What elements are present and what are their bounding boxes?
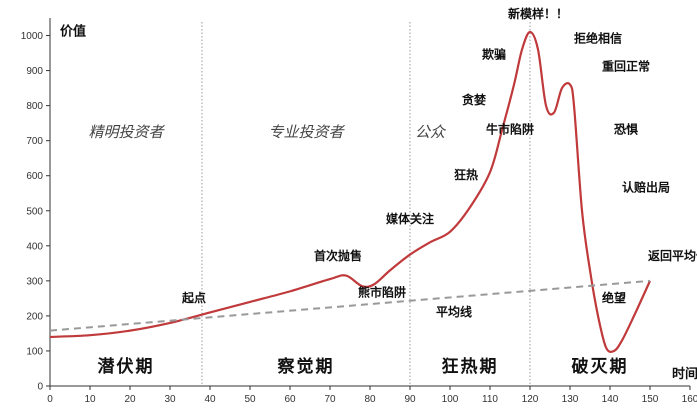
y-tick-label: 1000 xyxy=(21,31,44,42)
phase-dividers xyxy=(201,22,531,386)
x-tick-label: 110 xyxy=(482,394,498,405)
annotation-label: 绝望 xyxy=(602,290,626,305)
annotation-label: 平均线 xyxy=(436,304,472,319)
y-tick-label: 100 xyxy=(26,346,43,357)
y-tick-label: 300 xyxy=(26,276,43,287)
x-axis-title: 时间 xyxy=(672,366,697,382)
y-tick-label: 900 xyxy=(26,66,43,77)
x-tick-label: 90 xyxy=(404,394,416,405)
value-curve xyxy=(49,30,652,353)
x-tick-label: 130 xyxy=(562,394,579,405)
investor-group-label: 公众 xyxy=(415,123,447,141)
annotation-label: 新模样！！ xyxy=(508,6,568,21)
x-tick-label: 50 xyxy=(244,394,256,405)
x-tick-label: 80 xyxy=(364,394,376,405)
y-tick-label: 0 xyxy=(37,382,43,393)
phase-label: 破灭期 xyxy=(572,356,629,377)
x-tick-label: 160 xyxy=(682,394,697,405)
y-tick-label: 600 xyxy=(26,171,43,182)
annotation-label: 熊市陷阱 xyxy=(358,285,406,300)
y-tick-label: 500 xyxy=(26,206,43,217)
x-tick-label: 0 xyxy=(47,394,53,405)
y-tick-label: 400 xyxy=(26,241,43,252)
phase-label: 察觉期 xyxy=(277,356,335,377)
annotation-label: 认赔出局 xyxy=(622,179,670,194)
y-axis-title: 价值 xyxy=(60,24,86,40)
annotation-label: 欺骗 xyxy=(482,46,506,61)
annotation-label: 首次抛售 xyxy=(314,248,362,263)
average-line xyxy=(49,279,651,332)
x-tick-label: 100 xyxy=(442,394,459,405)
x-tick-label: 70 xyxy=(324,394,336,405)
annotation-label: 贪婪 xyxy=(461,92,486,107)
y-tick-label: 700 xyxy=(26,136,43,147)
annotation-label: 恐惧 xyxy=(614,122,638,137)
x-tick-label: 30 xyxy=(164,394,176,405)
x-tick-label: 60 xyxy=(284,394,296,405)
x-tick-label: 20 xyxy=(124,394,136,405)
x-tick-label: 10 xyxy=(84,394,96,405)
annotation-label: 返回平均值 xyxy=(648,248,697,263)
y-tick-label: 800 xyxy=(26,101,43,112)
tick-group: 0 10 20 30 40 50 60 70 80 90 100 110 120 130 140 150 160… xyxy=(21,31,697,405)
investor-group-label: 专业投资者 xyxy=(268,123,345,141)
series-group xyxy=(49,30,652,353)
y-tick-label: 200 xyxy=(26,311,43,322)
annotation-label: 起点 xyxy=(181,290,206,305)
annotation-label: 牛市陷阱 xyxy=(486,122,534,137)
annotation-label: 媒体关注 xyxy=(386,211,434,226)
annotation-label: 狂热 xyxy=(454,167,478,182)
phase-label: 狂热期 xyxy=(442,356,499,377)
annotation-label: 拒绝相信 xyxy=(574,31,622,46)
annotation-label: 重回正常 xyxy=(602,59,650,74)
x-tick-label: 140 xyxy=(602,394,619,405)
x-tick-label: 120 xyxy=(522,394,539,405)
investor-group-label: 精明投资者 xyxy=(88,123,165,141)
x-tick-label: 150 xyxy=(642,394,659,405)
x-tick-label: 40 xyxy=(204,394,216,405)
phase-label: 潜伏期 xyxy=(98,356,155,377)
